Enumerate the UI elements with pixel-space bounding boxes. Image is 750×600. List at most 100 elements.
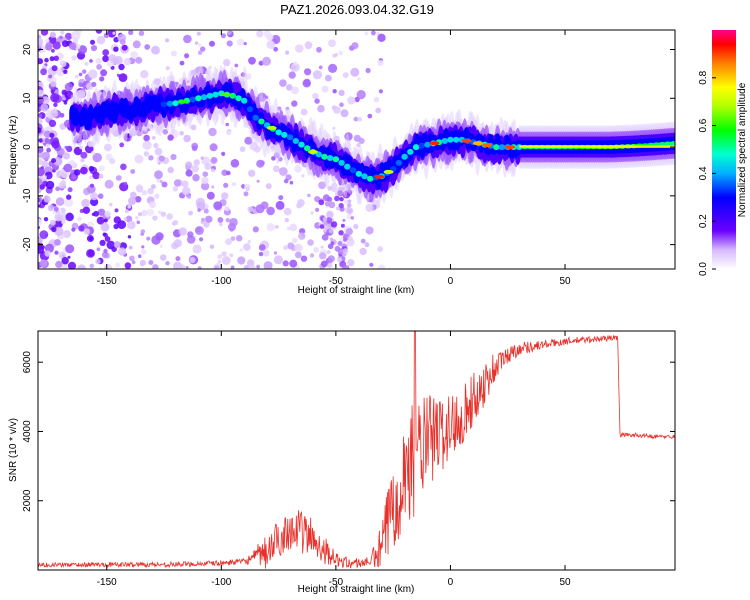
noise-speckle	[378, 89, 383, 94]
noise-speckle	[275, 225, 279, 229]
noise-speckle	[190, 124, 197, 131]
ridge-core	[206, 92, 214, 99]
noise-speckle	[210, 168, 215, 173]
noise-speckle	[324, 201, 330, 207]
noise-speckle	[197, 266, 202, 269]
noise-speckle	[43, 217, 49, 222]
ridge-core	[349, 167, 357, 174]
noise-speckle	[278, 167, 288, 176]
noise-speckle	[78, 225, 85, 232]
ridge-core	[286, 134, 294, 141]
noise-speckle	[54, 213, 63, 222]
noise-speckle	[217, 260, 222, 264]
noise-speckle	[63, 69, 68, 75]
x-tick-label: 50	[559, 276, 571, 287]
noise-speckle	[48, 225, 52, 229]
noise-speckle	[111, 246, 117, 252]
noise-speckle	[123, 217, 128, 221]
noise-speckle	[227, 222, 237, 232]
noise-speckle	[377, 60, 384, 67]
noise-speckle	[104, 143, 112, 152]
noise-speckle	[123, 58, 131, 66]
noise-speckle	[220, 33, 226, 39]
spectrogram-plot	[38, 30, 675, 269]
noise-speckle	[301, 174, 305, 178]
noise-speckle	[294, 251, 302, 259]
noise-speckle	[82, 69, 87, 74]
noise-speckle	[314, 98, 320, 104]
noise-speckle	[326, 250, 331, 254]
noise-speckle	[322, 216, 328, 222]
noise-speckle	[258, 244, 266, 251]
noise-speckle	[221, 151, 226, 156]
noise-speckle	[223, 58, 231, 67]
noise-speckle	[338, 203, 344, 209]
snr-series-line	[38, 331, 675, 569]
noise-speckle	[347, 259, 355, 267]
noise-speckle	[266, 206, 275, 216]
noise-speckle	[256, 159, 265, 168]
noise-speckle	[334, 195, 340, 202]
y-tick-label: 0	[22, 144, 33, 150]
noise-speckle	[198, 43, 202, 47]
noise-speckle	[62, 230, 71, 238]
noise-speckle	[227, 30, 232, 36]
hot-spot	[374, 174, 385, 179]
noise-speckle	[134, 154, 144, 164]
x-tick-label: 50	[559, 577, 571, 588]
noise-speckle	[147, 187, 154, 195]
noise-speckle	[143, 151, 150, 157]
noise-speckle	[223, 182, 229, 188]
noise-speckle	[88, 70, 95, 77]
noise-speckle	[271, 156, 276, 161]
noise-speckle	[152, 215, 158, 221]
noise-speckle	[118, 63, 125, 71]
spectrogram-y-label: Frequency (Hz)	[8, 116, 19, 185]
snr-x-label: Height of straight line (km)	[298, 584, 415, 595]
noise-speckle	[46, 147, 51, 153]
noise-speckle	[200, 156, 204, 160]
noise-speckle	[38, 117, 43, 124]
noise-speckle	[158, 210, 162, 214]
noise-speckle	[128, 30, 134, 36]
noise-speckle	[54, 239, 61, 246]
noise-speckle	[48, 119, 57, 128]
noise-speckle	[97, 193, 104, 199]
noise-speckle	[353, 223, 359, 230]
noise-speckle	[334, 245, 341, 252]
noise-speckle	[237, 256, 246, 265]
noise-speckle	[83, 228, 90, 235]
noise-speckle	[130, 51, 138, 59]
ridge-core	[407, 148, 414, 155]
noise-speckle	[43, 195, 51, 203]
noise-speckle	[339, 197, 344, 202]
x-tick-label: -50	[329, 276, 344, 287]
noise-speckle	[345, 228, 353, 236]
noise-speckle	[91, 212, 95, 216]
ridge-core	[195, 95, 202, 102]
noise-speckle	[159, 244, 163, 248]
noise-speckle	[141, 245, 145, 249]
noise-speckle	[124, 209, 129, 214]
noise-speckle	[225, 218, 230, 223]
noise-speckle	[205, 215, 213, 223]
noise-speckle	[90, 45, 98, 52]
noise-speckle	[196, 201, 206, 211]
noise-speckle	[286, 84, 293, 91]
ridge-core	[361, 173, 368, 180]
noise-speckle	[329, 237, 333, 241]
noise-speckle	[95, 258, 101, 265]
noise-speckle	[252, 226, 259, 233]
noise-speckle	[129, 191, 137, 199]
noise-speckle	[217, 217, 224, 223]
noise-speckle	[213, 201, 223, 211]
noise-speckle	[334, 53, 339, 57]
spectrogram-frame	[37, 29, 676, 270]
y-tick-label: -10	[22, 188, 33, 203]
noise-speckle	[135, 184, 144, 192]
colorbar-ticks: 0.0 0.2 0.4 0.6 0.8	[698, 70, 716, 276]
y-tick-label: 10	[22, 92, 33, 104]
x-tick-label: -100	[211, 276, 231, 287]
noise-speckle	[318, 181, 326, 190]
noise-speckle	[62, 152, 70, 160]
